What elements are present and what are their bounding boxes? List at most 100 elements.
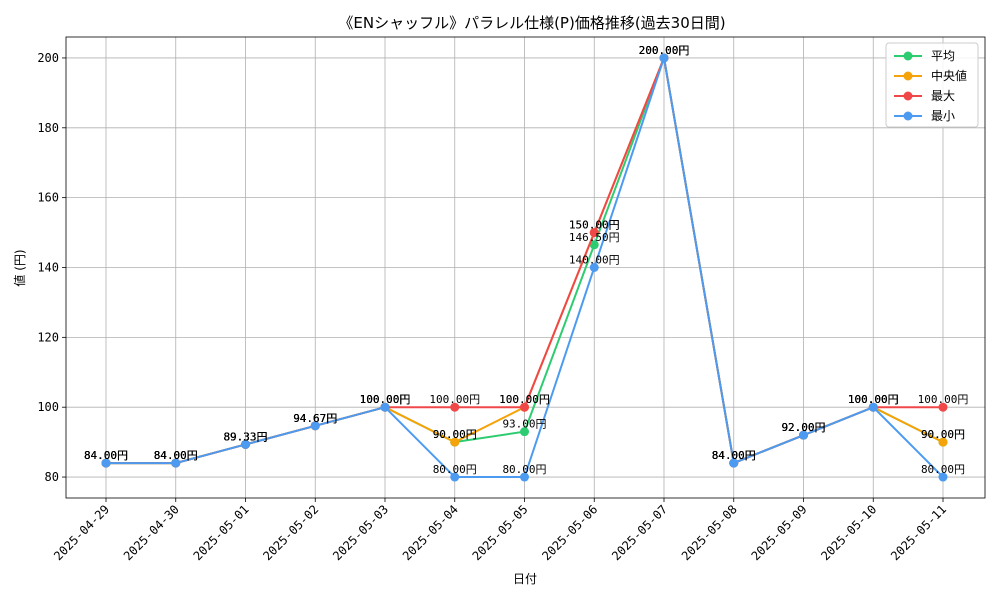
series-point-3 <box>659 53 669 63</box>
series-point-2 <box>450 402 460 412</box>
data-label: 90.00円 <box>921 428 965 441</box>
data-label: 89.33円 <box>223 430 267 443</box>
data-label: 94.67円 <box>293 412 337 425</box>
data-label: 89.33円 <box>223 430 267 443</box>
data-label: 84.00円 <box>154 449 198 462</box>
data-label: 84.00円 <box>712 449 756 462</box>
series-point-1 <box>450 437 460 447</box>
data-label: 100.00円 <box>499 393 550 406</box>
series-point-0 <box>589 240 599 250</box>
data-label: 100.00円 <box>429 393 480 406</box>
y-tick-label: 160 <box>37 191 59 205</box>
legend-label: 中央値 <box>931 68 967 83</box>
x-tick-label: 2025-05-10 <box>818 502 879 563</box>
series-point-3 <box>380 402 390 412</box>
data-label: 93.00円 <box>502 418 546 431</box>
data-label: 92.00円 <box>781 421 825 434</box>
data-label: 94.67円 <box>293 412 337 425</box>
series-point-3 <box>868 402 878 412</box>
x-tick-label: 2025-05-06 <box>539 502 600 563</box>
series-point-3 <box>589 263 599 272</box>
series-point-0 <box>520 427 529 437</box>
data-label: 89.33円 <box>223 430 267 443</box>
x-tick-label: 2025-05-11 <box>888 502 949 563</box>
x-tick-label: 2025-05-04 <box>400 502 461 563</box>
data-label: 100.00円 <box>360 393 411 406</box>
y-tick-label: 80 <box>45 470 59 484</box>
series-point-3 <box>729 458 739 468</box>
data-label: 200.00円 <box>639 44 690 57</box>
data-label: 200.00円 <box>639 44 690 57</box>
series-point-3 <box>171 458 181 468</box>
x-tick-label: 2025-05-02 <box>260 502 321 563</box>
series-point-1 <box>938 437 948 447</box>
y-tick-label: 200 <box>37 51 59 65</box>
data-label: 90.00円 <box>433 428 477 441</box>
series-point-2 <box>520 402 529 412</box>
x-tick-label: 2025-05-05 <box>470 502 531 563</box>
y-tick-label: 120 <box>37 330 59 344</box>
data-label: 100.00円 <box>848 393 899 406</box>
data-label: 140.00円 <box>569 254 620 267</box>
data-label: 80.00円 <box>921 463 965 476</box>
series-point-2 <box>589 228 599 238</box>
series-point-3 <box>520 472 529 482</box>
data-label: 100.00円 <box>918 393 969 406</box>
x-tick-label: 2025-05-03 <box>330 502 391 563</box>
data-label: 100.00円 <box>848 393 899 406</box>
data-label: 84.00円 <box>712 449 756 462</box>
series-point-3 <box>799 430 808 440</box>
data-label: 92.00円 <box>781 421 825 434</box>
data-label: 84.00円 <box>84 449 128 462</box>
legend-marker <box>903 71 913 81</box>
legend-label: 最大 <box>931 89 955 103</box>
x-tick-label: 2025-05-09 <box>749 502 810 563</box>
data-label: 94.67円 <box>293 412 337 425</box>
data-label: 150.00円 <box>569 219 620 232</box>
y-tick-label: 100 <box>37 400 59 414</box>
x-axis-label: 日付 <box>513 572 537 586</box>
data-label: 84.00円 <box>712 449 756 462</box>
y-tick-label: 180 <box>37 121 59 135</box>
legend-marker <box>903 111 913 121</box>
legend-box <box>885 42 979 128</box>
data-label: 84.00円 <box>154 449 198 462</box>
x-tick-label: 2025-05-08 <box>679 502 740 563</box>
x-axis: 2025-04-29 2025-04-30 2025-05-01 2025-05-02… <box>51 498 949 563</box>
data-label: 80.00円 <box>433 463 477 476</box>
series-point-3 <box>101 458 111 468</box>
data-label: 146.50円 <box>569 231 620 244</box>
data-label: 84.00円 <box>84 449 128 462</box>
data-label: 84.00円 <box>712 449 756 462</box>
data-label: 84.00円 <box>84 449 128 462</box>
data-label: 100.00円 <box>360 393 411 406</box>
y-axis: 80 100 120 140 160 180 200 <box>37 51 66 484</box>
x-tick-label: 2025-04-29 <box>51 502 112 563</box>
data-label: 92.00円 <box>781 421 825 434</box>
series-point-2 <box>938 402 948 412</box>
series-point-3 <box>241 439 250 449</box>
data-label: 90.00円 <box>433 428 477 441</box>
legend-label: 平均 <box>931 49 955 63</box>
x-tick-label: 2025-05-07 <box>609 502 670 563</box>
data-label: 100.00円 <box>848 393 899 406</box>
chart-title: 《ENシャッフル》パラレル仕様(P)価格推移(過去30日間) <box>338 14 725 32</box>
series-group <box>101 53 948 482</box>
data-label: 200.00円 <box>639 44 690 57</box>
data-label: 94.67円 <box>293 412 337 425</box>
series-point-3 <box>310 421 320 431</box>
x-tick-label: 2025-04-30 <box>121 502 182 563</box>
data-label: 200.00円 <box>639 44 690 57</box>
y-axis-label: 値 (円) <box>12 249 27 286</box>
data-label: 100.00円 <box>360 393 411 406</box>
y-tick-label: 140 <box>37 261 59 275</box>
legend-marker <box>903 51 913 61</box>
x-tick-label: 2025-05-01 <box>191 502 252 563</box>
data-label: 84.00円 <box>154 449 198 462</box>
series-point-3 <box>450 472 460 482</box>
data-label: 84.00円 <box>154 449 198 462</box>
data-label: 84.00円 <box>84 449 128 462</box>
data-label: 92.00円 <box>781 421 825 434</box>
